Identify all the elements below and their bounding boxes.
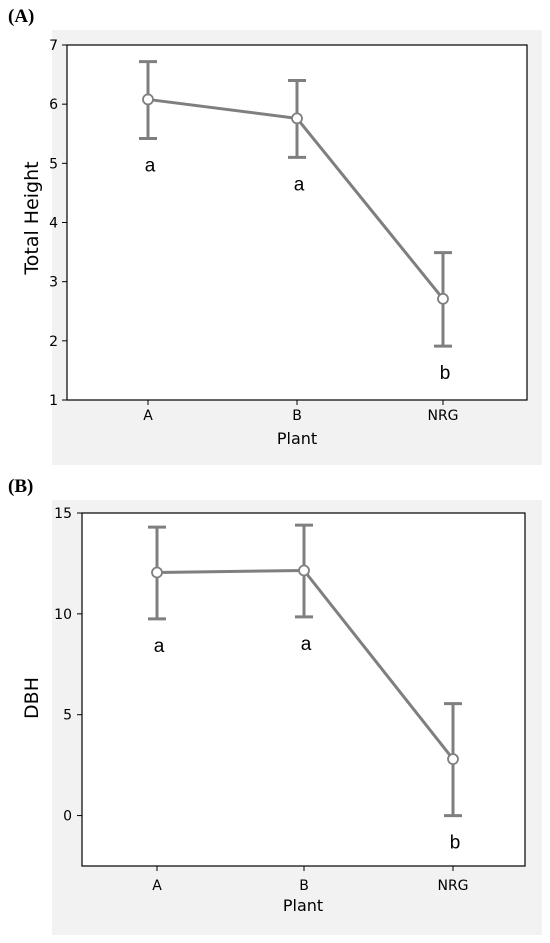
chart-a-y-ticks: 1 2 3 4 5 6 7 <box>49 38 67 409</box>
chart-b-x-axis-title: Plant <box>283 896 323 915</box>
chart-b-x-ticks: A B NRG <box>152 866 469 894</box>
chart-a-sig-letters: a a b <box>145 155 451 384</box>
panel-label-b: (B) <box>8 476 34 497</box>
chart-b-data-point <box>151 566 163 579</box>
chart-a-x-tick-label: NRG <box>427 408 458 424</box>
chart-b-x-tick-label: A <box>152 878 162 894</box>
chart-b-x-tick-label: B <box>299 878 309 894</box>
panel-label-a: (A) <box>8 6 35 27</box>
chart-b-y-tick-label: 10 <box>54 607 72 623</box>
chart-a-points <box>142 93 449 305</box>
chart-a-y-tick-label: 5 <box>49 156 58 172</box>
chart-b: 0 5 10 15 A B NRG a a b Plant DBH <box>21 500 542 935</box>
chart-a-x-tick-label: B <box>292 408 302 424</box>
chart-b-data-point <box>447 753 459 765</box>
chart-a-sig-letter: b <box>440 363 451 384</box>
chart-b-sig-letter: a <box>301 634 312 655</box>
chart-a-y-tick-label: 3 <box>49 275 58 291</box>
chart-b-data-point <box>298 564 310 577</box>
chart-b-x-tick-label: NRG <box>437 878 468 894</box>
chart-a-y-axis-title: Total Height <box>21 161 43 275</box>
chart-a-x-axis-title: Plant <box>277 429 317 448</box>
chart-a-y-tick-label: 7 <box>49 38 58 54</box>
chart-b-sig-letter: a <box>154 636 165 657</box>
chart-a-data-point <box>437 292 449 305</box>
chart-b-y-axis-title: DBH <box>21 677 43 719</box>
chart-a-y-tick-label: 1 <box>49 393 58 409</box>
chart-a-y-tick-label: 6 <box>49 97 58 113</box>
chart-a-sig-letter: a <box>145 155 156 176</box>
chart-b-y-tick-label: 15 <box>54 506 72 522</box>
chart-b-sig-letter: b <box>450 833 461 854</box>
chart-b-y-ticks: 0 5 10 15 <box>54 506 82 825</box>
chart-a-y-tick-label: 4 <box>49 216 58 232</box>
chart-b-y-tick-label: 0 <box>63 809 72 825</box>
chart-b-sig-letters: a a b <box>154 634 461 854</box>
chart-a: 1 2 3 4 5 6 7 A B NRG a a b Plant Total Height <box>21 30 542 465</box>
chart-a-y-tick-label: 2 <box>49 334 58 350</box>
chart-a-x-ticks: A B NRG <box>143 400 459 424</box>
chart-a-data-point <box>142 93 154 106</box>
chart-a-sig-letter: a <box>294 174 305 195</box>
chart-b-y-tick-label: 5 <box>63 708 72 724</box>
chart-a-data-point <box>291 112 303 125</box>
chart-a-x-tick-label: A <box>143 408 153 424</box>
chart-b-points <box>151 564 459 765</box>
